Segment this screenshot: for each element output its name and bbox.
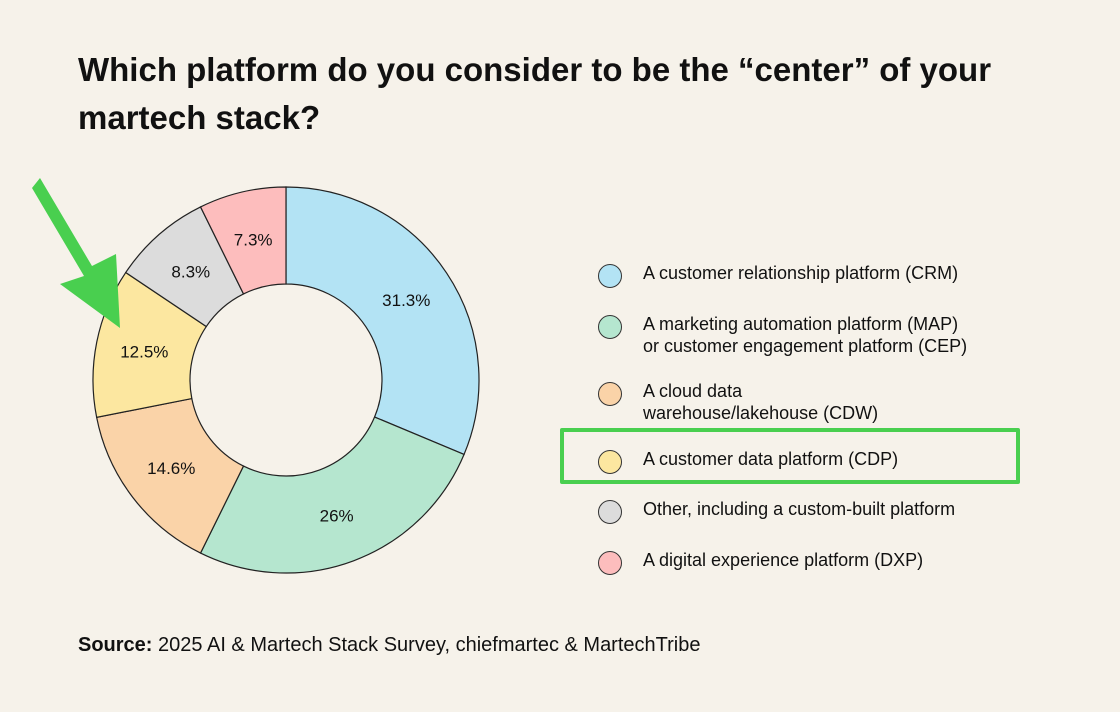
legend-line: or customer engagement platform (CEP) — [643, 336, 968, 356]
legend-label-cdp: A customer data platform (CDP) — [643, 448, 1003, 470]
legend-item-map: A marketing automation platform (MAP) or… — [598, 313, 1003, 357]
slice-value-label: 14.6% — [147, 459, 195, 478]
donut-slice — [285, 186, 480, 456]
green-arrow-icon — [32, 178, 120, 328]
legend-label-cdw: A cloud data warehouse/lakehouse (CDW) — [643, 380, 1003, 424]
legend-label-dxp: A digital experience platform (DXP) — [643, 549, 1003, 571]
source-note: Source: 2025 AI & Martech Stack Survey, … — [78, 634, 700, 657]
legend-line: A customer relationship platform (CRM) — [643, 263, 959, 283]
slice-value-label: 7.3% — [234, 230, 273, 249]
legend-swatch-cdp — [598, 450, 622, 474]
slice-value-label: 31.3% — [382, 291, 430, 310]
slice-value-label: 8.3% — [171, 262, 210, 281]
source-text: 2025 AI & Martech Stack Survey, chiefmar… — [158, 634, 701, 656]
legend-swatch-cdw — [598, 382, 622, 406]
legend-line: A customer data platform (CDP) — [643, 449, 899, 469]
legend-swatch-dxp — [598, 551, 622, 575]
cdp-highlight-box — [560, 428, 1020, 484]
legend-line: warehouse/lakehouse (CDW) — [643, 403, 879, 423]
donut-slice — [95, 397, 245, 554]
legend-swatch-other — [598, 500, 622, 524]
legend-line: A cloud data — [643, 381, 743, 401]
legend-swatch-crm — [598, 264, 622, 288]
legend-label-map: A marketing automation platform (MAP) or… — [643, 313, 1003, 357]
legend-item-dxp: A digital experience platform (DXP) — [598, 549, 1003, 575]
legend-line: A digital experience platform (DXP) — [643, 550, 924, 570]
donut-slice — [199, 186, 287, 295]
legend-item-other: Other, including a custom-built platform — [598, 498, 1003, 524]
legend-line: Other, including a custom-built platform — [643, 499, 956, 519]
legend-item-crm: A customer relationship platform (CRM) — [598, 262, 1003, 288]
legend-item-cdp: A customer data platform (CDP) — [598, 448, 1003, 474]
donut-chart: 31.3% 26% 14.6% 12.5% 8.3% 7.3% — [92, 186, 480, 574]
slice-value-label: 26% — [320, 506, 354, 525]
legend-swatch-map — [598, 315, 622, 339]
legend-line: A marketing automation platform (MAP) — [643, 314, 959, 334]
slice-value-label: 12.5% — [120, 343, 168, 362]
source-label: Source: — [78, 634, 153, 656]
chart-title: Which platform do you consider to be the… — [78, 51, 992, 136]
donut-slice — [199, 416, 465, 574]
legend-label-crm: A customer relationship platform (CRM) — [643, 262, 1003, 284]
legend-label-other: Other, including a custom-built platform — [643, 498, 1003, 520]
legend-item-cdw: A cloud data warehouse/lakehouse (CDW) — [598, 380, 1003, 424]
